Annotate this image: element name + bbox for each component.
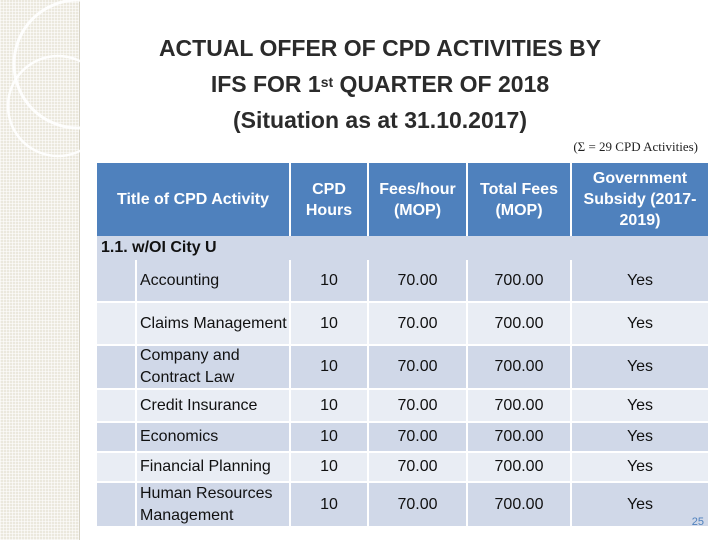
cell-activity: Credit Insurance [137,390,289,421]
cell-subsidy: Yes [572,483,708,526]
side-divider [79,0,80,540]
title-line-2-text: IFS FOR 1 [210,71,321,97]
table-row: Claims Management 10 70.00 700.00 Yes [97,303,708,344]
table-row: Human Resources Management 10 70.00 700.00 Y… [97,483,708,526]
cell-activity: Company and Contract Law [137,346,289,388]
header-hours: CPD Hours [291,163,367,236]
cell-total-fees: 700.00 [468,423,570,451]
cell-total-fees: 700.00 [468,346,570,388]
cell-subsidy: Yes [572,260,708,301]
row-indent-cell [97,346,135,388]
cell-subsidy: Yes [572,423,708,451]
cell-subsidy: Yes [572,453,708,481]
cell-hours: 10 [291,303,367,344]
row-indent-cell [97,260,135,301]
header-total-fees: Total Fees (MOP) [468,163,570,236]
cell-hours: 10 [291,453,367,481]
table-row: Financial Planning 10 70.00 700.00 Yes [97,453,708,481]
table-row: Credit Insurance 10 70.00 700.00 Yes [97,390,708,421]
title-superscript: st [320,74,334,90]
cell-total-fees: 700.00 [468,260,570,301]
row-indent-cell [97,423,135,451]
cell-total-fees: 700.00 [468,453,570,481]
cell-subsidy: Yes [572,390,708,421]
cell-fees-hour: 70.00 [369,303,466,344]
cell-subsidy: Yes [572,303,708,344]
row-indent-cell [97,483,135,526]
table-row: Accounting 10 70.00 700.00 Yes [97,260,708,301]
cell-fees-hour: 70.00 [369,423,466,451]
cell-total-fees: 700.00 [468,483,570,526]
table-row: Economics 10 70.00 700.00 Yes [97,423,708,451]
cell-total-fees: 700.00 [468,303,570,344]
cell-fees-hour: 70.00 [369,453,466,481]
cell-hours: 10 [291,423,367,451]
header-subsidy: Government Subsidy (2017-2019) [572,163,708,236]
title-line-2-tail: QUARTER OF 2018 [333,71,550,97]
cell-fees-hour: 70.00 [369,346,466,388]
cell-activity: Economics [137,423,289,451]
header-activity: Title of CPD Activity [97,163,289,236]
cell-activity: Accounting [137,260,289,301]
row-indent-cell [97,303,135,344]
cell-subsidy: Yes [572,346,708,388]
table-row: Company and Contract Law 10 70.00 700.00 Yes [97,346,708,388]
header-fees-hour: Fees/hour (MOP) [369,163,466,236]
row-indent-cell [97,390,135,421]
section-header: 1.1. w/OI City U [97,236,708,260]
cell-hours: 10 [291,483,367,526]
cell-activity: Claims Management [137,303,289,344]
cell-hours: 10 [291,390,367,421]
cell-total-fees: 700.00 [468,390,570,421]
page-number: 25 [691,516,704,528]
cell-activity: Human Resources Management [137,483,289,526]
slide-title: ACTUAL OFFER OF CPD ACTIVITIES BY IFS FO… [100,30,660,138]
row-indent-cell [97,453,135,481]
title-line-3: (Situation as at 31.10.2017) [232,107,527,133]
cell-hours: 10 [291,260,367,301]
title-line-2: IFS FOR 1st QUARTER OF 2018 [100,66,660,102]
activity-count-note: (Σ = 29 CPD Activities) [573,139,698,154]
side-pattern [0,0,79,540]
cell-hours: 10 [291,346,367,388]
cell-activity: Financial Planning [137,453,289,481]
cell-fees-hour: 70.00 [369,390,466,421]
cell-fees-hour: 70.00 [369,260,466,301]
title-line-1: ACTUAL OFFER OF CPD ACTIVITIES BY [158,35,602,61]
cell-fees-hour: 70.00 [369,483,466,526]
